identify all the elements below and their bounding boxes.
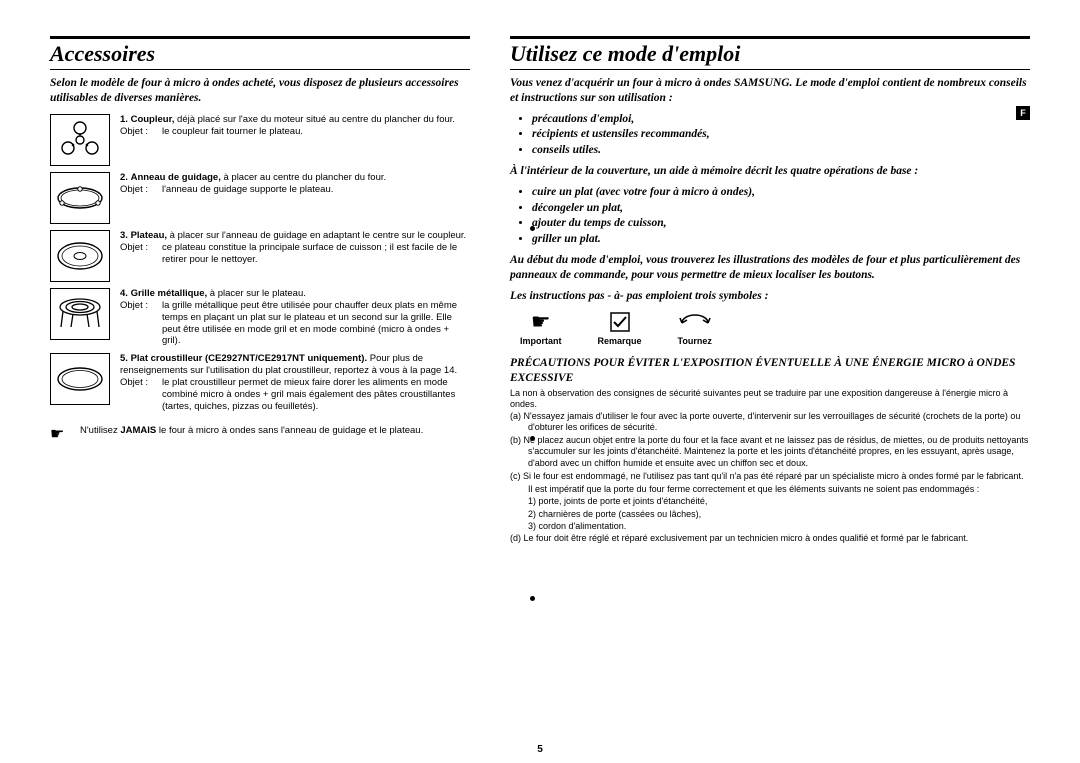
right-intro-3: Au début du mode d'emploi, vous trouvere…: [510, 253, 1030, 283]
caution-sublist-item: 3) cordon d'alimentation.: [510, 521, 1030, 532]
turntable-icon: [50, 230, 110, 282]
caution-body: La non à observation des consignes de sé…: [510, 388, 1030, 544]
left-column: Accessoires Selon le modèle de four à mi…: [50, 36, 470, 546]
caution-subtext: Il est impératif que la porte du four fe…: [510, 484, 1030, 495]
pointing-hand-icon: ☛: [50, 425, 70, 446]
accessory-item: 2. Anneau de guidage, à placer au centre…: [50, 172, 470, 224]
bullet-list-1: précautions d'emploi, récipients et uste…: [510, 112, 1030, 159]
right-column: Utilisez ce mode d'emploi Vous venez d'a…: [510, 36, 1030, 546]
bullet-list-2: cuire un plat (avec votre four à micro à…: [510, 185, 1030, 247]
caution-lead: La non à observation des consignes de sé…: [510, 388, 1030, 411]
caution-sublist-item: 2) charnières de porte (cassées ou lâche…: [510, 509, 1030, 520]
bullet-item: récipients et ustensiles recommandés,: [532, 127, 1030, 143]
caution-item: (a) N'essayez jamais d'utiliser le four …: [510, 411, 1030, 434]
symbol-turn: Tournez: [678, 310, 712, 346]
language-tab: F: [1016, 106, 1030, 120]
caution-sublist-item: 1) porte, joints de porte et joints d'ét…: [510, 496, 1030, 507]
guide-ring-icon: [50, 172, 110, 224]
coupler-icon: [50, 114, 110, 166]
bullet-item: ajouter du temps de cuisson,: [532, 216, 1030, 232]
warning-note: ☛ N'utilisez JAMAIS le four à micro à on…: [50, 425, 470, 446]
caution-item: (d) Le four doit être réglé et réparé ex…: [510, 533, 1030, 544]
right-intro-4: Les instructions pas - à- pas emploient …: [510, 289, 1030, 304]
check-box-icon: [610, 310, 630, 334]
bullet-item: précautions d'emploi,: [532, 112, 1030, 128]
symbol-remark: Remarque: [598, 310, 642, 346]
accessory-item: 1. Coupleur, déjà placé sur l'axe du mot…: [50, 114, 470, 166]
right-title: Utilisez ce mode d'emploi: [510, 41, 1030, 67]
caution-item: (c) Si le four est endommagé, ne l'utili…: [510, 471, 1030, 482]
bullet-item: conseils utiles.: [532, 143, 1030, 159]
accessory-item: 3. Plateau, à placer sur l'anneau de gui…: [50, 230, 470, 282]
caution-item: (b) Ne placez aucun objet entre la porte…: [510, 435, 1030, 469]
symbol-important: ☛ Important: [520, 310, 562, 346]
left-title: Accessoires: [50, 41, 470, 67]
accessories-list: 1. Coupleur, déjà placé sur l'axe du mot…: [50, 114, 470, 413]
accessory-item: 5. Plat croustilleur (CE2927NT/CE2917NT …: [50, 353, 470, 412]
pointing-hand-icon: ☛: [531, 310, 551, 334]
page-number: 5: [537, 744, 543, 755]
bullet-item: griller un plat.: [532, 232, 1030, 248]
right-intro-1: Vous venez d'acquérir un four à micro à …: [510, 76, 1030, 106]
metal-rack-icon: [50, 288, 110, 340]
rotate-arrows-icon: [678, 310, 712, 334]
accessory-item: 4. Grille métallique, à placer sur le pl…: [50, 288, 470, 347]
crisper-plate-icon: [50, 353, 110, 405]
caution-title: PRÉCAUTIONS POUR ÉVITER L'EXPOSITION ÉVE…: [510, 356, 1030, 386]
right-intro-2: À l'intérieur de la couverture, un aide …: [510, 164, 1030, 179]
left-intro: Selon le modèle de four à micro à ondes …: [50, 76, 470, 106]
manual-page: F Accessoires Selon le modèle de four à …: [0, 0, 1080, 763]
bullet-item: décongeler un plat,: [532, 201, 1030, 217]
symbols-legend: ☛ Important Remarque: [520, 310, 1030, 346]
bullet-item: cuire un plat (avec votre four à micro à…: [532, 185, 1030, 201]
